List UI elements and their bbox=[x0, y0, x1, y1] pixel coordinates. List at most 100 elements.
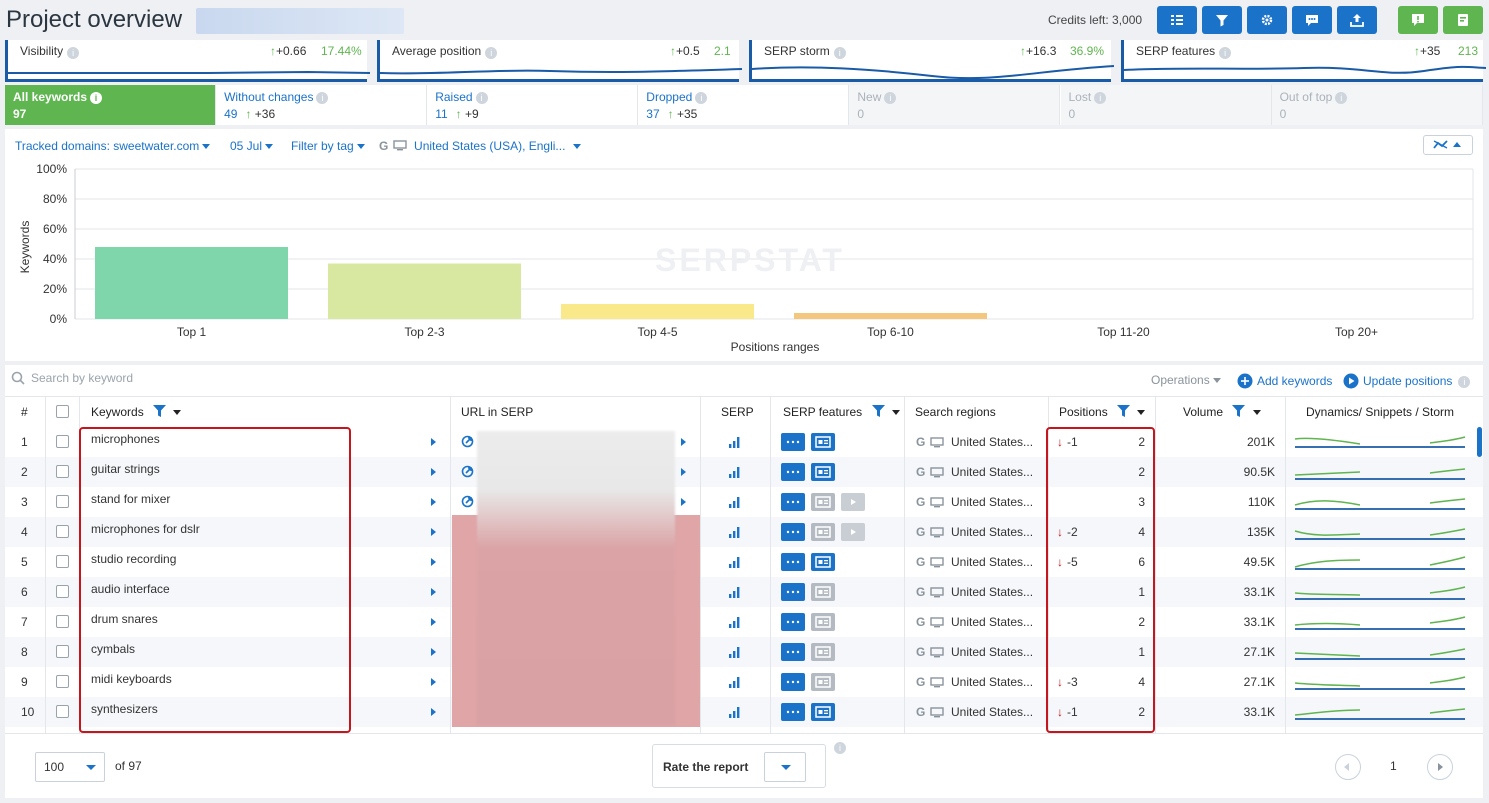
expand-arrow-icon[interactable] bbox=[431, 468, 436, 476]
keyword-cell[interactable]: midi keyboards bbox=[91, 672, 172, 686]
expand-arrow-icon[interactable] bbox=[681, 498, 686, 506]
expand-arrow-icon[interactable] bbox=[431, 618, 436, 626]
tab-lost[interactable]: Lost i 0 bbox=[1060, 85, 1272, 125]
tag-filter-dropdown[interactable]: Filter by tag bbox=[291, 139, 365, 153]
keyword-cell[interactable]: synthesizers bbox=[91, 702, 158, 716]
row-checkbox[interactable] bbox=[56, 555, 69, 568]
keyword-search[interactable]: Search by keyword bbox=[11, 371, 133, 385]
metric-card-visibility[interactable]: Visibility i ↑+0.66 17.44% bbox=[5, 40, 370, 82]
row-checkbox[interactable] bbox=[56, 495, 69, 508]
expand-arrow-icon[interactable] bbox=[681, 438, 686, 446]
row-checkbox[interactable] bbox=[56, 465, 69, 478]
expand-arrow-icon[interactable] bbox=[431, 678, 436, 686]
external-link-icon[interactable] bbox=[461, 435, 474, 448]
external-link-icon[interactable] bbox=[461, 495, 474, 508]
serp-feature-more-icon[interactable] bbox=[781, 433, 805, 451]
serp-bars-icon[interactable] bbox=[728, 706, 742, 718]
row-checkbox[interactable] bbox=[56, 525, 69, 538]
filter-icon[interactable] bbox=[1232, 405, 1246, 417]
serp-feature-snippet-icon[interactable] bbox=[811, 613, 835, 631]
search-input[interactable]: Search by keyword bbox=[31, 371, 134, 385]
keyword-cell[interactable]: audio interface bbox=[91, 582, 170, 596]
tab-out-of-top[interactable]: Out of top i 0 bbox=[1271, 85, 1483, 125]
metric-card-serp-features[interactable]: SERP features i ↑+35 213 bbox=[1121, 40, 1486, 82]
serp-feature-snippet-icon[interactable] bbox=[811, 643, 835, 661]
expand-arrow-icon[interactable] bbox=[431, 708, 436, 716]
chart-toggle-button[interactable] bbox=[1423, 135, 1473, 155]
col-serp-features[interactable]: SERP features bbox=[783, 397, 900, 427]
serp-feature-more-icon[interactable] bbox=[781, 643, 805, 661]
keyword-cell[interactable]: stand for mixer bbox=[91, 492, 171, 506]
keyword-cell[interactable]: cymbals bbox=[91, 642, 136, 656]
serp-feature-video-icon[interactable] bbox=[841, 523, 865, 541]
serp-feature-snippet-icon[interactable] bbox=[811, 673, 835, 691]
tab-dropped[interactable]: Dropped i 37 ↑ +35 bbox=[638, 85, 850, 125]
prev-page-button[interactable] bbox=[1335, 754, 1361, 780]
row-checkbox[interactable] bbox=[56, 675, 69, 688]
keyword-cell[interactable]: guitar strings bbox=[91, 462, 160, 476]
tab-raised[interactable]: Raised i 11 ↑ +9 bbox=[427, 85, 639, 125]
row-checkbox[interactable] bbox=[56, 435, 69, 448]
expand-arrow-icon[interactable] bbox=[431, 438, 436, 446]
date-dropdown[interactable]: 05 Jul bbox=[230, 139, 274, 153]
external-link-icon[interactable] bbox=[461, 465, 474, 478]
filter-icon[interactable] bbox=[871, 405, 885, 417]
serp-bars-icon[interactable] bbox=[728, 556, 742, 568]
serp-bars-icon[interactable] bbox=[728, 676, 742, 688]
export-button[interactable] bbox=[1337, 6, 1377, 34]
select-all-checkbox[interactable] bbox=[56, 405, 69, 418]
row-checkbox[interactable] bbox=[56, 585, 69, 598]
serp-feature-more-icon[interactable] bbox=[781, 553, 805, 571]
keyword-cell[interactable]: studio recording bbox=[91, 552, 177, 566]
metric-card-average-position[interactable]: Average position i ↑+0.5 2.1 bbox=[377, 40, 742, 82]
serp-bars-icon[interactable] bbox=[728, 526, 742, 538]
serp-feature-more-icon[interactable] bbox=[781, 583, 805, 601]
serp-feature-snippet-icon[interactable] bbox=[811, 493, 835, 511]
sort-caret-icon[interactable] bbox=[891, 410, 900, 415]
col-keywords[interactable]: Keywords bbox=[91, 397, 182, 427]
sort-caret-icon[interactable] bbox=[173, 410, 182, 415]
tab-new[interactable]: New i 0 bbox=[849, 85, 1061, 125]
keyword-cell[interactable]: microphones bbox=[91, 432, 160, 446]
expand-arrow-icon[interactable] bbox=[681, 468, 686, 476]
serp-feature-more-icon[interactable] bbox=[781, 673, 805, 691]
comments-button[interactable] bbox=[1292, 6, 1332, 34]
serp-feature-snippet-icon[interactable] bbox=[811, 583, 835, 601]
expand-arrow-icon[interactable] bbox=[431, 528, 436, 536]
keyword-cell[interactable]: drum snares bbox=[91, 612, 158, 626]
list-view-button[interactable] bbox=[1157, 6, 1197, 34]
serp-feature-video-icon[interactable] bbox=[841, 493, 865, 511]
expand-arrow-icon[interactable] bbox=[431, 498, 436, 506]
serp-feature-snippet-icon[interactable] bbox=[811, 463, 835, 481]
serp-feature-more-icon[interactable] bbox=[781, 463, 805, 481]
region-dropdown[interactable]: G United States (USA), Engli... bbox=[379, 139, 582, 153]
serp-feature-more-icon[interactable] bbox=[781, 493, 805, 511]
row-checkbox[interactable] bbox=[56, 615, 69, 628]
row-checkbox[interactable] bbox=[56, 645, 69, 658]
serp-feature-snippet-icon[interactable] bbox=[811, 553, 835, 571]
serp-bars-icon[interactable] bbox=[728, 586, 742, 598]
tab-all-keywords[interactable]: All keywords i 97 bbox=[5, 85, 217, 125]
serp-feature-more-icon[interactable] bbox=[781, 703, 805, 721]
rate-report-select[interactable] bbox=[764, 752, 806, 782]
serp-bars-icon[interactable] bbox=[728, 616, 742, 628]
col-positions[interactable]: Positions bbox=[1059, 397, 1146, 427]
serp-bars-icon[interactable] bbox=[728, 466, 742, 478]
row-checkbox[interactable] bbox=[56, 705, 69, 718]
serp-feature-more-icon[interactable] bbox=[781, 523, 805, 541]
filter-icon[interactable] bbox=[153, 405, 167, 417]
sort-caret-icon[interactable] bbox=[1137, 410, 1146, 415]
filter-icon[interactable] bbox=[1117, 405, 1131, 417]
help-button[interactable] bbox=[1443, 6, 1483, 34]
expand-arrow-icon[interactable] bbox=[431, 588, 436, 596]
table-scrollbar-thumb[interactable] bbox=[1477, 427, 1482, 457]
expand-arrow-icon[interactable] bbox=[431, 558, 436, 566]
serp-feature-snippet-icon[interactable] bbox=[811, 523, 835, 541]
serp-feature-more-icon[interactable] bbox=[781, 613, 805, 631]
filter-button[interactable] bbox=[1202, 6, 1242, 34]
keyword-cell[interactable]: microphones for dslr bbox=[91, 522, 200, 536]
sort-caret-icon[interactable] bbox=[1252, 410, 1261, 415]
next-page-button[interactable] bbox=[1427, 754, 1453, 780]
serp-bars-icon[interactable] bbox=[728, 646, 742, 658]
settings-button[interactable] bbox=[1247, 6, 1287, 34]
